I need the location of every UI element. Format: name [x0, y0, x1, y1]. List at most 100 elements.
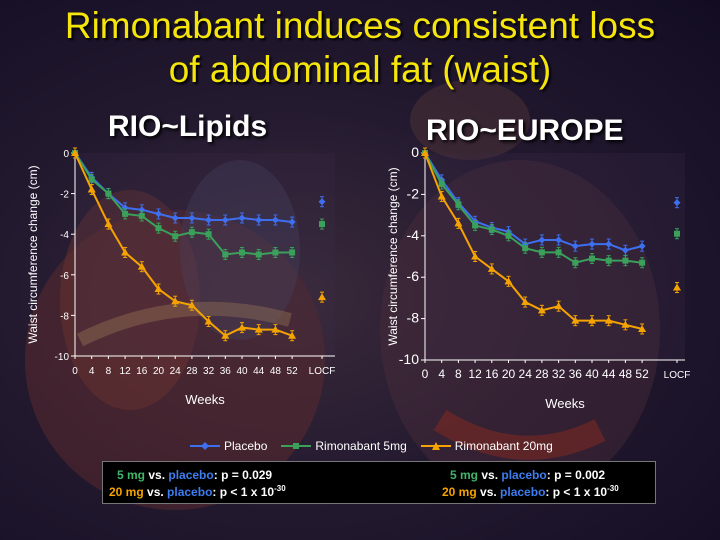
- data-point-square: [639, 259, 646, 266]
- data-point-triangle: [204, 317, 213, 325]
- data-point-square: [188, 229, 195, 236]
- data-point-diamond: [271, 216, 279, 224]
- data-point-diamond: [288, 218, 296, 226]
- stat-dose: 20 mg: [109, 485, 144, 499]
- legend-marker-20mg: [420, 442, 451, 450]
- locf-point-diamond: [673, 199, 681, 207]
- data-point-triangle: [604, 316, 613, 324]
- data-point-triangle: [87, 185, 96, 193]
- data-point-square: [589, 255, 595, 262]
- x-tick-label: 40: [236, 366, 248, 377]
- y-tick-label: -4: [60, 230, 69, 241]
- x-tick-label: 48: [619, 367, 633, 381]
- x-tick-label: 0: [422, 367, 429, 381]
- legend-item-placebo: Placebo: [190, 439, 267, 453]
- x-tick-label: 4: [89, 366, 95, 377]
- stat-dose: 5 mg: [117, 468, 146, 482]
- x-tick-label: 20: [502, 367, 516, 381]
- data-point-diamond: [205, 216, 213, 224]
- stat-vs: vs.: [478, 468, 502, 482]
- stat-ref: placebo: [168, 468, 214, 482]
- y-tick-label: -4: [407, 227, 420, 243]
- legend-marker-placebo: [190, 442, 220, 450]
- data-point-square: [205, 231, 212, 238]
- data-point-diamond: [588, 240, 596, 248]
- data-point-square: [88, 176, 95, 183]
- data-point-triangle: [621, 320, 630, 328]
- data-point-diamond: [555, 236, 563, 244]
- legend-label-5mg: Rimonabant 5mg: [315, 439, 407, 453]
- y-tick-label: 0: [63, 149, 69, 160]
- stat-ref: placebo: [167, 485, 213, 499]
- data-point-triangle: [104, 220, 113, 228]
- data-point-square: [605, 257, 612, 264]
- stat-exponent: -30: [274, 484, 286, 493]
- x-axis-label: Weeks: [185, 392, 225, 407]
- data-point-square: [488, 226, 495, 233]
- data-point-square: [522, 245, 529, 252]
- stat-dose: 20 mg: [442, 485, 477, 499]
- data-point-triangle: [521, 298, 530, 306]
- locf-point-square: [319, 221, 325, 228]
- data-point-diamond: [188, 214, 196, 222]
- legend-item-20mg: Rimonabant 20mg: [420, 439, 553, 453]
- stat-p: : p < 1 x 10: [212, 485, 275, 499]
- data-point-square: [438, 181, 445, 188]
- data-point-triangle: [154, 285, 163, 293]
- x-tick-label: 12: [468, 367, 482, 381]
- locf-point-triangle: [318, 293, 326, 301]
- data-point-triangle: [187, 301, 196, 309]
- x-tick-label: 24: [170, 366, 182, 377]
- y-axis-label: Waist circumference change (cm): [26, 165, 40, 343]
- plot-area: [425, 153, 685, 360]
- data-point-triangle: [137, 262, 146, 270]
- data-point-triangle: [421, 149, 429, 156]
- data-point-diamond: [155, 210, 162, 218]
- data-point-triangle: [537, 306, 546, 314]
- x-tick-label: 32: [552, 367, 566, 381]
- x-tick-label: 0: [72, 366, 78, 377]
- data-point-square: [572, 259, 579, 266]
- y-tick-label: -2: [60, 190, 69, 201]
- stat-vs: vs.: [476, 485, 501, 499]
- x-tick-label: 16: [485, 367, 499, 381]
- data-point-diamond: [221, 216, 229, 224]
- x-tick-label: 20: [153, 366, 165, 377]
- locf-point-diamond: [318, 198, 326, 206]
- x-tick-label: LOCF: [664, 370, 691, 381]
- x-tick-label: 24: [519, 367, 533, 381]
- y-tick-label: -2: [407, 185, 420, 201]
- y-tick-label: -10: [399, 351, 419, 367]
- data-point-diamond: [571, 242, 579, 250]
- data-point-diamond: [238, 214, 246, 222]
- data-point-diamond: [171, 214, 179, 222]
- data-point-square: [155, 225, 162, 232]
- stat-vs: vs.: [143, 485, 168, 499]
- data-point-diamond: [138, 206, 146, 214]
- data-point-triangle: [271, 325, 280, 333]
- stat-dose: 5 mg: [450, 468, 479, 482]
- data-point-triangle: [454, 219, 463, 227]
- x-tick-label: 28: [535, 367, 549, 381]
- data-point-triangle: [504, 277, 513, 285]
- x-tick-label: 16: [136, 366, 148, 377]
- series-line-triangle: [74, 152, 293, 337]
- data-point-triangle: [221, 331, 230, 339]
- x-tick-label: LOCF: [309, 366, 336, 377]
- data-point-square: [622, 257, 629, 264]
- stat-right-20mg: 20 mg vs. placebo: p < 1 x 10-30: [442, 484, 619, 499]
- x-tick-label: 48: [270, 366, 282, 377]
- data-point-triangle: [238, 323, 246, 331]
- data-point-triangle: [254, 325, 263, 333]
- series-line-triangle: [424, 152, 643, 330]
- x-tick-label: 12: [120, 366, 132, 377]
- title-line-1: Rimonabant induces consistent loss: [64, 5, 656, 46]
- data-point-triangle: [571, 316, 580, 324]
- data-point-diamond: [605, 240, 613, 248]
- data-point-triangle: [288, 331, 297, 339]
- data-point-square: [138, 212, 145, 219]
- data-point-triangle: [638, 324, 647, 332]
- x-tick-label: 44: [253, 366, 265, 377]
- chart-legend: Placebo Rimonabant 5mg Rimonabant 20mg: [190, 436, 553, 456]
